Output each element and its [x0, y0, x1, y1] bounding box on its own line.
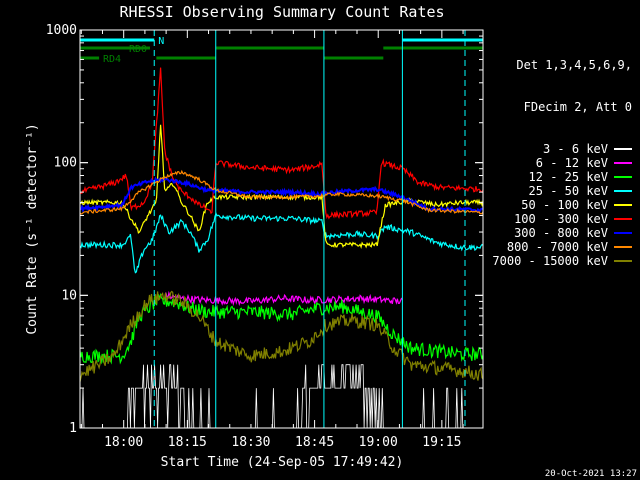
legend-item: 7000 - 15000 keV [492, 254, 632, 268]
legend-swatch [614, 260, 632, 262]
series-line-5 [79, 67, 484, 220]
legend-item: 800 - 7000 keV [492, 240, 632, 254]
legend-header-line-1: Det 1,3,4,5,6,9, [516, 58, 632, 72]
series-line-6 [79, 176, 484, 213]
series-line-8 [79, 290, 484, 382]
legend-item: 3 - 6 keV [492, 142, 632, 156]
chart-title: RHESSI Observing Summary Count Rates [119, 3, 444, 21]
flag-label-rd4: RD4 [103, 54, 121, 65]
series-line-7 [79, 169, 484, 215]
legend-swatch [614, 162, 632, 164]
legend-swatch [614, 204, 632, 206]
y-tick-label: 100 [54, 156, 77, 171]
plot-frame [79, 29, 484, 429]
legend: Det 1,3,4,5,6,9, FDecim 2, Att 0 3 - 6 k… [492, 30, 632, 282]
legend-label: 6 - 12 keV [535, 156, 608, 170]
legend-label: 100 - 300 keV [514, 212, 608, 226]
legend-label: 50 - 100 keV [521, 198, 608, 212]
x-tick-label: 19:15 [422, 435, 461, 450]
legend-swatch [614, 148, 632, 150]
legend-item: 50 - 100 keV [492, 198, 632, 212]
legend-label: 800 - 7000 keV [506, 240, 608, 254]
legend-swatch [614, 246, 632, 248]
x-tick-label: 18:30 [231, 435, 270, 450]
y-axis-label: Count Rate (s⁻¹ detector⁻¹) [25, 123, 40, 334]
x-tick-label: 18:45 [295, 435, 334, 450]
x-axis-label: Start Time (24-Sep-05 17:49:42) [161, 455, 404, 470]
legend-swatch [614, 232, 632, 234]
footer-date: 20-Oct-2021 13:27 [545, 469, 637, 479]
legend-label: 12 - 25 keV [528, 170, 608, 184]
legend-item: 12 - 25 keV [492, 170, 632, 184]
series-line-2 [79, 292, 484, 365]
legend-label: 300 - 800 keV [514, 226, 608, 240]
legend-label: 3 - 6 keV [542, 142, 608, 156]
series-line-3 [79, 211, 484, 274]
y-tick-label: 10 [61, 288, 77, 303]
y-tick-label: 1 [69, 421, 77, 436]
flag-label-rd0: RD0 [129, 44, 147, 55]
legend-label: 25 - 50 keV [528, 184, 608, 198]
flag-label-n: N [158, 36, 164, 47]
x-tick-label: 18:00 [104, 435, 143, 450]
x-tick-label: 19:00 [359, 435, 398, 450]
legend-item: 6 - 12 keV [492, 156, 632, 170]
series-line-1 [164, 290, 403, 307]
legend-item: 300 - 800 keV [492, 226, 632, 240]
legend-swatch [614, 176, 632, 178]
legend-item: 25 - 50 keV [492, 184, 632, 198]
legend-label: 7000 - 15000 keV [492, 254, 608, 268]
legend-swatch [614, 218, 632, 220]
legend-item: 100 - 300 keV [492, 212, 632, 226]
x-tick-label: 18:15 [168, 435, 207, 450]
y-tick-label: 1000 [46, 23, 77, 38]
legend-header-line-2: FDecim 2, Att 0 [523, 100, 632, 114]
legend-swatch [614, 190, 632, 192]
